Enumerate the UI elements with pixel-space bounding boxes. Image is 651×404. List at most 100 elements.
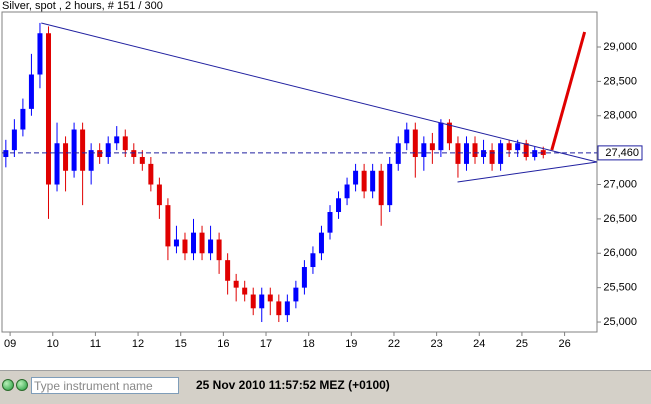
y-tick-label: 28,000 xyxy=(603,110,637,122)
candle-body xyxy=(63,143,69,171)
candle-body xyxy=(259,294,265,309)
candle-body xyxy=(489,150,495,164)
x-tick-label: 19 xyxy=(345,338,357,350)
x-tick-label: 18 xyxy=(303,338,315,350)
candle-body xyxy=(191,232,197,254)
candle-body xyxy=(267,294,273,302)
candle-body xyxy=(148,163,154,185)
x-tick-label: 24 xyxy=(473,338,485,350)
plot-frame xyxy=(1,11,598,333)
candle-body xyxy=(139,157,145,164)
candle-body xyxy=(361,170,367,192)
candle-body xyxy=(216,239,222,261)
candle-body xyxy=(276,301,282,316)
candle-body xyxy=(370,170,376,192)
candle-body xyxy=(284,301,290,316)
x-tick-label: 23 xyxy=(431,338,443,350)
candle-body xyxy=(97,150,103,158)
status-icon[interactable] xyxy=(2,379,14,391)
candle-body xyxy=(506,143,512,151)
candle-body xyxy=(11,129,17,151)
candle-body xyxy=(80,129,86,171)
x-tick-label: 26 xyxy=(558,338,570,350)
candle-body xyxy=(208,239,214,254)
y-tick-label: 25,000 xyxy=(603,316,637,328)
candle-body xyxy=(233,280,239,288)
chart-title: Silver, spot , 2 hours, # 151 / 300 xyxy=(2,0,163,12)
candle-body xyxy=(318,232,324,254)
x-tick-label: 09 xyxy=(4,338,16,350)
y-tick-label: 26,000 xyxy=(603,247,637,259)
x-tick-label: 16 xyxy=(217,338,229,350)
x-tick-label: 22 xyxy=(388,338,400,350)
y-tick-label: 29,000 xyxy=(603,41,637,53)
candle-body xyxy=(336,198,342,213)
candle-body xyxy=(532,150,538,158)
candle-body xyxy=(105,143,111,158)
candle-body xyxy=(387,163,393,206)
candle-body xyxy=(242,287,248,295)
candle-body xyxy=(438,122,444,151)
x-tick-label: 15 xyxy=(175,338,187,350)
candle-body xyxy=(463,143,469,164)
clock: 25 Nov 2010 11:57:52 MEZ (+0100) xyxy=(196,378,390,392)
candle-body xyxy=(165,205,171,247)
price-label: 27,460 xyxy=(605,147,639,159)
chart: Silver, spot , 2 hours, # 151 / 300 25,0… xyxy=(1,0,643,350)
candle-body xyxy=(395,143,401,164)
instrument-input[interactable]: Type instrument name xyxy=(31,377,179,394)
candle-body xyxy=(173,239,179,247)
candle-body xyxy=(455,143,461,164)
x-tick-label: 11 xyxy=(90,338,101,350)
candle-body xyxy=(131,150,137,158)
candle-body xyxy=(199,232,205,254)
x-tick-label: 25 xyxy=(516,338,528,350)
candle-body xyxy=(122,136,128,151)
candle-body xyxy=(293,287,299,302)
y-tick-label: 26,500 xyxy=(603,213,637,225)
y-tick-label: 28,500 xyxy=(603,75,637,87)
x-tick-label: 17 xyxy=(260,338,272,350)
candle-body xyxy=(481,150,487,158)
candle-body xyxy=(310,253,316,268)
trendline xyxy=(457,161,598,183)
candle-body xyxy=(301,267,307,288)
candle-body xyxy=(182,239,188,254)
trendline xyxy=(41,22,598,163)
candle-body xyxy=(225,260,231,281)
y-tick-label: 25,500 xyxy=(603,282,637,294)
candle-body xyxy=(378,170,384,206)
candle-body xyxy=(498,143,504,164)
x-tick-label: 12 xyxy=(132,338,144,350)
candle-body xyxy=(327,212,333,233)
candle-body xyxy=(523,143,529,158)
candle-body xyxy=(472,143,478,158)
candle-body xyxy=(156,184,162,206)
status-bar: Type instrument name 25 Nov 2010 11:57:5… xyxy=(0,370,651,404)
candle-body xyxy=(344,184,350,199)
candle-body xyxy=(3,150,9,158)
candle-body xyxy=(88,150,94,171)
x-tick-label: 10 xyxy=(47,338,59,350)
candle-body xyxy=(446,122,452,144)
candle-body xyxy=(114,136,120,144)
candle-body xyxy=(412,129,418,158)
candle-body xyxy=(250,294,256,309)
y-tick-label: 27,000 xyxy=(603,178,637,190)
candle-body xyxy=(540,150,546,155)
candle-body xyxy=(429,143,435,151)
candle-body xyxy=(37,33,43,75)
price-label-box xyxy=(597,145,643,161)
trendline xyxy=(550,31,587,151)
candle-body xyxy=(71,129,77,171)
candle-body xyxy=(404,129,410,144)
candle-body xyxy=(515,143,521,151)
candle-body xyxy=(353,170,359,185)
candle-body xyxy=(421,143,427,158)
candle-body xyxy=(54,143,60,185)
candle-body xyxy=(28,74,34,109)
candle-body xyxy=(20,108,26,130)
status-icon[interactable] xyxy=(16,379,28,391)
candle-body xyxy=(45,33,51,185)
